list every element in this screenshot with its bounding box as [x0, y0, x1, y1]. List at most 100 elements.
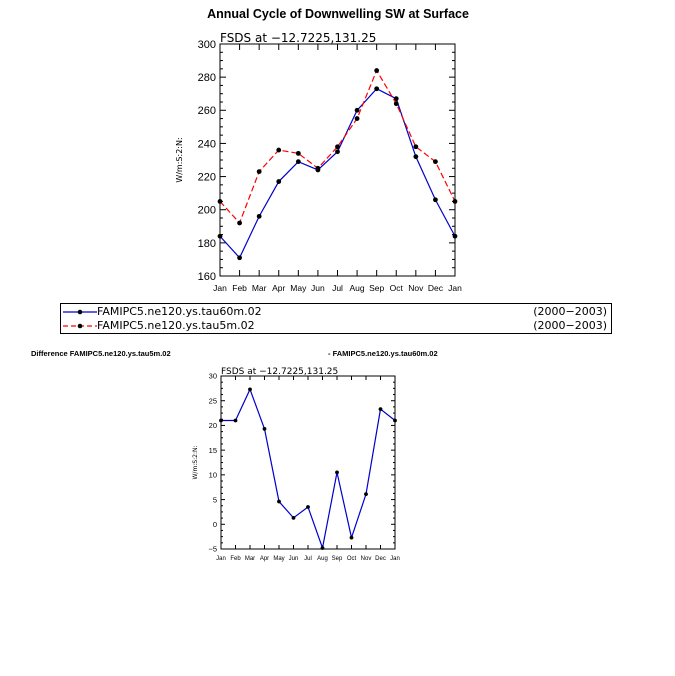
data-point — [393, 418, 397, 423]
data-point — [335, 149, 340, 155]
data-point — [393, 96, 399, 102]
x-tick-label: Jun — [311, 283, 325, 293]
y-tick-label: 280 — [198, 72, 216, 84]
y-tick-label: 0 — [213, 520, 217, 529]
y-tick-label: 260 — [198, 105, 216, 117]
y-axis-label: W/m:S:2:N: — [175, 137, 184, 182]
y-tick-label: 180 — [198, 238, 216, 250]
data-point — [364, 492, 368, 497]
data-point — [217, 233, 223, 239]
x-tick-label: Jan — [390, 556, 400, 562]
x-tick-label: Apr — [272, 283, 285, 293]
x-tick-label: May — [290, 283, 307, 293]
data-point — [354, 116, 360, 121]
legend-swatch-red — [63, 323, 97, 329]
y-tick-label: 300 — [198, 39, 216, 51]
data-point — [277, 499, 281, 504]
x-tick-label: Dec — [428, 283, 444, 293]
x-tick-label: Feb — [232, 283, 247, 293]
plot-frame — [220, 375, 396, 550]
difference-chart: Difference FAMIPC5.ne120.ys.tau5m.02 - FA… — [31, 349, 438, 562]
data-point — [433, 159, 438, 165]
chart-subtitle: FSDS at −12.7225,131.25 — [220, 31, 376, 45]
data-point — [237, 255, 242, 261]
data-point — [291, 515, 296, 520]
legend-label: FAMIPC5.ne120.ys.tau5m.02 — [97, 319, 255, 332]
data-point — [452, 199, 458, 204]
data-point — [433, 197, 438, 203]
y-tick-label: 200 — [198, 205, 216, 217]
x-tick-label: Oct — [347, 556, 357, 562]
x-tick-label: Jan — [448, 283, 462, 293]
chart-title: Annual Cycle of Downwelling SW at Surfac… — [207, 7, 469, 21]
x-tick-label: Nov — [408, 283, 424, 293]
x-tick-label: Dec — [375, 556, 386, 562]
x-tick-label: Jan — [216, 556, 226, 562]
data-point — [295, 150, 301, 156]
y-tick-label: 10 — [209, 471, 217, 480]
data-point — [219, 418, 223, 423]
data-point — [306, 505, 310, 509]
x-tick-label: Sep — [369, 283, 384, 293]
x-tick-label: Mar — [252, 283, 267, 293]
legend-label: FAMIPC5.ne120.ys.tau60m.02 — [97, 305, 262, 318]
data-point — [335, 144, 340, 150]
x-tick-label: Aug — [350, 283, 365, 293]
x-tick-label: May — [273, 556, 284, 562]
data-point — [295, 159, 301, 165]
data-point — [335, 470, 339, 475]
data-point — [315, 165, 321, 171]
data-point — [349, 535, 354, 540]
x-tick-label: Aug — [317, 556, 328, 562]
data-point — [248, 387, 252, 392]
data-point — [320, 546, 325, 550]
y-tick-label: 15 — [209, 446, 217, 455]
y-tick-label: 220 — [198, 172, 216, 184]
chart-title-right: - FAMIPC5.ne120.ys.tau60m.02 — [328, 349, 438, 358]
x-tick-label: Sep — [332, 556, 343, 562]
data-point — [354, 107, 360, 113]
data-point — [393, 101, 399, 107]
plot-frame — [219, 43, 456, 277]
data-point — [374, 68, 380, 73]
x-tick-label: Mar — [245, 556, 255, 562]
data-point — [256, 213, 262, 219]
data-point — [413, 144, 419, 150]
x-tick-label: Jul — [332, 283, 343, 293]
y-tick-label: 160 — [198, 271, 216, 283]
data-point — [237, 220, 242, 226]
annual-cycle-chart: Annual Cycle of Downwelling SW at Surfac… — [175, 7, 469, 293]
y-tick-label: 240 — [198, 138, 216, 150]
legend: FAMIPC5.ne120.ys.tau60m.02 (2000−2003) F… — [60, 303, 612, 334]
data-point — [233, 418, 238, 423]
x-tick-label: Feb — [230, 556, 241, 562]
data-point — [452, 233, 458, 239]
y-tick-label: 25 — [209, 396, 217, 405]
legend-entry-tau60m: FAMIPC5.ne120.ys.tau60m.02 (2000−2003) — [61, 305, 611, 319]
series-line — [219, 88, 456, 259]
y-tick-label: 5 — [213, 495, 217, 504]
x-tick-label: Jul — [304, 556, 312, 562]
x-tick-label: Nov — [361, 556, 372, 562]
legend-entry-tau5m: FAMIPC5.ne120.ys.tau5m.02 (2000−2003) — [61, 319, 611, 333]
data-point — [413, 154, 419, 160]
data-point — [217, 199, 223, 204]
data-point — [374, 86, 380, 92]
x-tick-label: Apr — [260, 556, 269, 562]
x-tick-label: Jun — [289, 556, 299, 562]
chart-title-left: Difference FAMIPC5.ne120.ys.tau5m.02 — [31, 349, 171, 358]
legend-period: (2000−2003) — [533, 305, 607, 318]
x-tick-label: Jan — [213, 283, 227, 293]
legend-swatch-blue — [63, 309, 97, 315]
chart-subtitle: FSDS at −12.7225,131.25 — [221, 367, 338, 377]
data-point — [276, 179, 282, 184]
y-axis-label: W/m:S:2:N: — [192, 446, 199, 480]
x-tick-label: Oct — [390, 283, 404, 293]
legend-period: (2000−2003) — [533, 319, 607, 332]
y-tick-label: 20 — [209, 421, 217, 430]
y-tick-label: −5 — [208, 545, 217, 554]
series-line — [221, 387, 396, 551]
data-point — [276, 147, 282, 153]
data-point — [378, 407, 383, 412]
data-point — [256, 169, 262, 175]
